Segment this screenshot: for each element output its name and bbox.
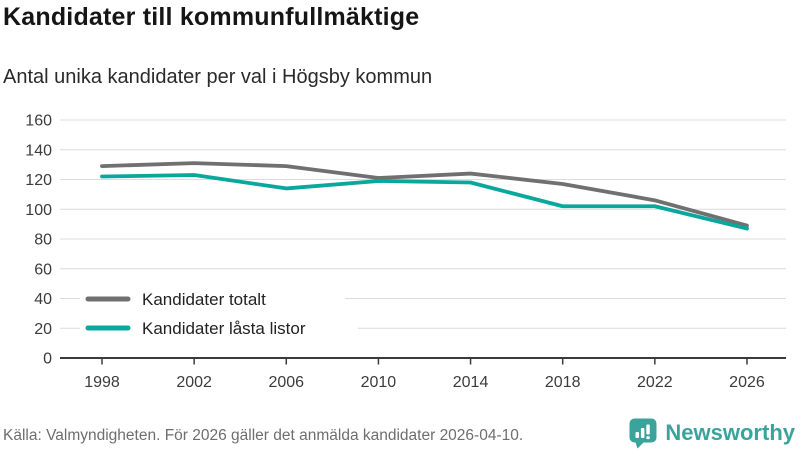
y-tick-label: 0: [43, 351, 52, 368]
x-tick-label: 2006: [268, 374, 304, 391]
y-tick-label: 100: [25, 202, 52, 219]
x-tick-label: 2014: [453, 374, 489, 391]
x-tick-label: 2022: [637, 374, 673, 391]
source-note: Källa: Valmyndigheten. För 2026 gäller d…: [3, 427, 524, 444]
line-series-lasta-listor: [100, 173, 749, 231]
x-tick-label: 2018: [545, 374, 581, 391]
line-chart: Kandidater totalt Kandidater låsta listo…: [25, 113, 786, 391]
legend-bg: [80, 318, 358, 339]
y-tick-label: 20: [34, 321, 52, 338]
y-tick-label: 120: [25, 172, 52, 189]
x-tick-label: 2010: [361, 374, 397, 391]
x-tick-label: 2002: [176, 374, 212, 391]
line-series-totalt: [100, 161, 749, 228]
y-tick-label: 140: [25, 142, 52, 159]
series-group: [100, 161, 749, 231]
legend-label-lasta-listor: Kandidater låsta listor: [142, 319, 306, 338]
legend: Kandidater totalt Kandidater låsta listo…: [80, 289, 358, 339]
y-tick-label: 160: [25, 113, 52, 130]
y-tick-label: 60: [34, 261, 52, 278]
x-axis-group: 1998 2002 2006 2010 2014 2018 2022 2026: [84, 358, 765, 391]
brand-wordmark: Newsworthy: [665, 420, 795, 445]
legend-label-totalt: Kandidater totalt: [142, 290, 266, 309]
y-axis-group: 0 20 40 60 80 100 120 140 160: [25, 113, 52, 368]
brand-logo: Newsworthy: [628, 417, 795, 449]
y-tick-label: 40: [34, 291, 52, 308]
x-tick-label: 1998: [84, 374, 120, 391]
chart-subtitle: Antal unika kandidater per val i Högsby …: [3, 66, 433, 88]
page-title: Kandidater till kommunfullmäktige: [3, 3, 420, 31]
legend-bg: [80, 289, 345, 310]
x-tick-label: 2026: [729, 374, 765, 391]
y-tick-label: 80: [34, 232, 52, 249]
bar-chart-speech-bubble-icon: [629, 418, 657, 449]
